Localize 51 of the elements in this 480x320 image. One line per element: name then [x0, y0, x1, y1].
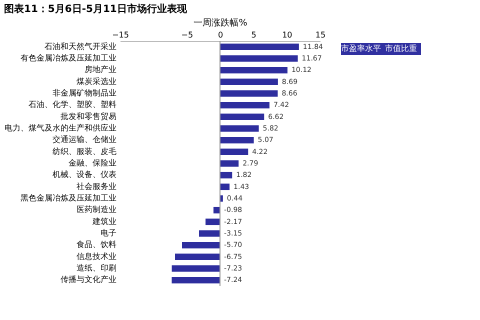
- x-tick-label: 15: [315, 30, 326, 40]
- bar: [220, 78, 278, 86]
- y-tick-label: 石油和天然气开采业: [44, 42, 116, 51]
- bar: [220, 184, 230, 190]
- bar: [213, 206, 220, 214]
- bar: [172, 265, 220, 272]
- bar: [172, 276, 220, 284]
- y-tick-label: 社会服务业: [76, 182, 116, 191]
- bar: [220, 136, 254, 144]
- y-tick-label: 石油、化学、塑胶、塑料: [28, 100, 116, 110]
- bar: [220, 44, 299, 50]
- y-tick-label: 交通运输、仓储业: [52, 135, 116, 144]
- bar: [220, 160, 239, 167]
- bar: [220, 66, 288, 74]
- y-tick-label: 建筑业: [92, 216, 116, 226]
- y-tick-label: 黑色金属冶炼及压延加工业: [20, 194, 116, 202]
- x-tick-label: 10: [282, 30, 292, 40]
- y-tick-label: 批发和零售贸易: [60, 112, 116, 121]
- y-tick-label: 电子: [100, 228, 116, 238]
- bar: [220, 148, 248, 156]
- chart-title: 图表11：5月6日-5月11日市场行业表现: [4, 3, 188, 15]
- bar: [175, 254, 220, 260]
- x-axis-title: 一周涨跌幅%: [194, 18, 248, 28]
- y-tick-label: 煤炭采选业: [76, 76, 116, 86]
- x-tick-label: −15: [112, 30, 129, 40]
- y-tick-label: 金融、保险业: [68, 158, 116, 168]
- bar: [199, 230, 220, 237]
- y-tick-label: 食品、饮料: [76, 240, 116, 250]
- y-tick-label: 电力、煤气及水的生产和供应业: [4, 124, 116, 132]
- x-tick-label: 5: [251, 30, 256, 40]
- bar: [220, 114, 264, 120]
- bar: [220, 90, 278, 97]
- bar: [220, 125, 259, 132]
- bar: [206, 218, 220, 226]
- text: 市盈率水平: [341, 44, 381, 53]
- y-tick-label: 非金属矿物制品业: [52, 88, 116, 98]
- y-tick-label: 造纸、印刷: [76, 264, 116, 272]
- y-tick-label: 传播与文化产业: [60, 275, 116, 284]
- y-tick-label: 房地产业: [84, 65, 116, 74]
- y-tick-label: 机械、设备、仪表: [52, 170, 116, 180]
- y-tick-label: 纺织、服装、皮毛: [52, 146, 116, 156]
- y-tick-label: 信息技术业: [76, 252, 116, 261]
- y-tick-label: 有色金属冶炼及压延加工业: [20, 54, 116, 62]
- x-tick-label: −5: [181, 30, 194, 40]
- bar: [220, 172, 232, 178]
- bar: [220, 102, 270, 108]
- x-tick-label: 0: [218, 30, 224, 40]
- y-tick-label: 医药制造业: [76, 205, 116, 214]
- text: 市值比重: [385, 44, 417, 53]
- bar: [182, 242, 220, 248]
- bar: [220, 55, 298, 62]
